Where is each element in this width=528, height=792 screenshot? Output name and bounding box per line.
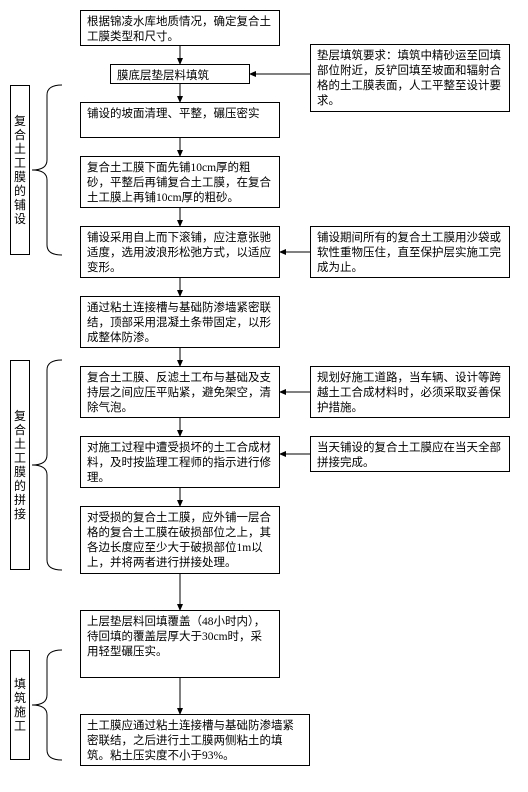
node-n6: 通过粘土连接槽与基础防渗墙紧密联结，顶部采用混凝土条带固定，以形成整体防渗。 [80,296,280,348]
node-s4: 当天铺设的复合土工膜应在当天全部拼接完成。 [310,436,510,472]
node-n2: 膜底层垫层料填筑 [110,64,250,84]
node-n4: 复合土工膜下面先铺10cm厚的粗砂，平整后再铺复合土工膜，在复合土工膜上再铺10… [80,156,280,208]
node-n1: 根据锦凌水库地质情况，确定复合土工膜类型和尺寸。 [80,10,280,46]
node-n9: 对受损的复合土工膜，应外铺一层合格的复合土工膜在破损部位之上，其各边长度应至少大… [80,506,280,574]
node-s3: 规划好施工道路，当车辆、设计等跨越土工合成材料时，必须采取妥善保护措施。 [310,366,510,418]
node-n10: 上层垫层料回填覆盖（48小时内），待回填的覆盖层厚大于30cm时，采用轻型碾压实… [80,610,280,678]
flowchart-canvas: 复合土工膜的铺设复合土工膜的拼接填筑施工 根据锦凌水库地质情况，确定复合土工膜类型… [10,10,518,782]
node-n5: 铺设采用自上而下滚铺，应注意张驰适度，选用波浪形松弛方式，以适应变形。 [80,226,280,278]
section-label-sec3: 填筑施工 [10,650,30,760]
node-n8: 对施工过程中遭受损坏的土工合成材料，及时按监理工程师的指示进行修理。 [80,436,280,488]
node-s1: 垫层填筑要求：填筑中精砂运至回填部位附近，反铲回填至坡面和辐射合格的土工膜表面，… [310,44,510,112]
node-s2: 铺设期间所有的复合土工膜用沙袋或软性重物压住，直至保护层实施工完成为止。 [310,226,510,278]
node-n11: 土工膜应通过粘土连接槽与基础防渗墙紧密联结，之后进行土工膜两侧粘土的填筑。粘土压… [80,714,310,766]
section-label-sec2: 复合土工膜的拼接 [10,360,30,570]
node-n3: 铺设的坡面清理、平整，碾压密实 [80,102,280,138]
section-label-sec1: 复合土工膜的铺设 [10,85,30,255]
node-n7: 复合土工膜、反滤土工布与基础及支持层之间应压平贴紧，避免架空，清除气泡。 [80,366,280,418]
